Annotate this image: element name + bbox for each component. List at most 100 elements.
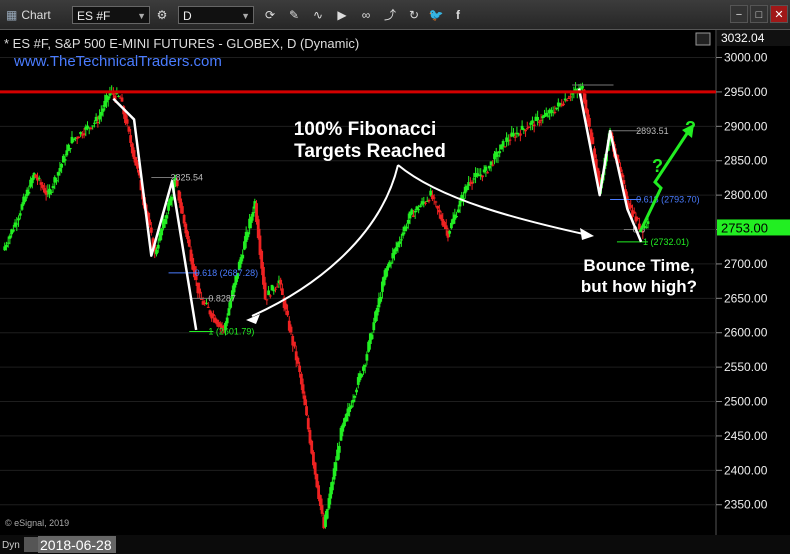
candle-body — [51, 186, 55, 189]
settings-icon[interactable]: ⚙ — [156, 8, 168, 22]
last-price-box — [717, 219, 790, 236]
candle-body — [493, 153, 496, 160]
symbol-input[interactable]: ES #F ▼ — [72, 6, 150, 24]
y-tick-label: 2700.00 — [724, 257, 768, 271]
draw-icon[interactable]: ✎ — [288, 8, 300, 22]
candle-body — [637, 223, 641, 230]
y-tick-label: 2650.00 — [724, 291, 768, 305]
candle-body — [522, 128, 526, 130]
candle-body — [553, 111, 557, 113]
expand-icon[interactable] — [695, 32, 711, 46]
candle-body — [543, 114, 546, 118]
candle-body — [456, 209, 460, 213]
candle-body — [111, 93, 115, 95]
scroll-handle[interactable] — [24, 537, 40, 552]
candle-body — [120, 97, 124, 102]
chevron-down-icon[interactable]: ▼ — [137, 11, 146, 21]
candle-body — [68, 148, 72, 150]
play-icon[interactable]: ▶ — [337, 8, 347, 22]
facebook-icon[interactable]: f — [456, 8, 460, 22]
candle-body — [555, 107, 558, 110]
candle-body — [520, 125, 524, 130]
candle-body — [451, 218, 455, 224]
candle-body — [218, 323, 222, 327]
candle-body — [405, 226, 408, 229]
candle-body — [460, 194, 464, 202]
candle-body — [237, 261, 241, 271]
candle-body — [449, 222, 453, 229]
level-label: 0.8287 — [208, 293, 236, 303]
candle-body — [222, 327, 226, 329]
candle-body — [84, 126, 88, 130]
candle-body — [496, 155, 500, 157]
candle-body — [625, 196, 629, 206]
link-icon[interactable]: ∞ — [361, 8, 371, 22]
candle-body — [462, 198, 465, 200]
fib-arrow-left-head — [246, 314, 260, 324]
y-tick-label: 2950.00 — [724, 85, 768, 99]
zigzags — [112, 88, 643, 331]
candle-body — [48, 188, 51, 195]
candle-body — [431, 195, 434, 200]
candle-body — [379, 297, 383, 302]
graph-icon[interactable]: ∿ — [312, 8, 324, 22]
candle-body — [108, 91, 112, 96]
candle-body — [622, 180, 626, 185]
candle-body — [179, 198, 183, 208]
interval-select[interactable]: D ▼ — [178, 6, 254, 24]
candle-body — [491, 164, 495, 166]
candle-body — [313, 462, 317, 475]
refresh-alt-icon[interactable]: ↻ — [408, 8, 420, 22]
candle-body — [358, 373, 362, 381]
candle-body — [346, 408, 350, 417]
candle-body — [551, 112, 555, 114]
candle-body — [498, 151, 502, 154]
candle-body — [36, 177, 39, 181]
candle-body — [584, 99, 588, 113]
candle-body — [306, 418, 310, 430]
candle-body — [567, 97, 571, 99]
candle-body — [636, 218, 640, 220]
candle-body — [70, 136, 74, 144]
candle-body — [105, 95, 108, 103]
candle-body — [619, 166, 622, 173]
website-label[interactable]: www.TheTechnicalTraders.com — [13, 53, 222, 70]
candle-body — [177, 190, 181, 201]
candle-body — [236, 272, 239, 279]
chevron-down-icon[interactable]: ▼ — [241, 11, 250, 21]
candle-body — [372, 322, 376, 331]
fib-arrow-right-head — [580, 228, 594, 240]
export-icon[interactable]: ⤴ — [383, 8, 396, 22]
candle-body — [541, 116, 545, 119]
candle-body — [353, 395, 357, 398]
candle-body — [501, 141, 505, 147]
candle-body — [203, 302, 207, 304]
candle-body — [255, 203, 258, 222]
y-tick-label: 2400.00 — [724, 463, 768, 477]
candle-body — [424, 202, 427, 204]
refresh-icon[interactable]: ⟳ — [264, 8, 276, 22]
twitter-icon[interactable]: 🐦 — [428, 8, 444, 22]
candle-body — [134, 157, 138, 166]
maximize-button[interactable]: □ — [750, 5, 768, 23]
candle-body — [332, 468, 336, 480]
dyn-label[interactable]: Dyn — [2, 540, 20, 551]
candle-body — [294, 351, 298, 361]
bounce-annotation-line-1: Bounce Time, — [583, 256, 694, 275]
candle-body — [130, 143, 134, 154]
candle-body — [458, 200, 462, 207]
close-button[interactable]: ✕ — [770, 5, 788, 23]
minimize-button[interactable]: − — [730, 5, 748, 23]
annotations: 100% Fibonacci Targets Reached Bounce Ti… — [246, 118, 697, 324]
candle-body — [365, 354, 369, 361]
candle-body — [468, 182, 472, 184]
candle-body — [280, 288, 284, 296]
candle-body — [363, 365, 367, 367]
candle-body — [87, 127, 91, 129]
price-chart[interactable]: 2825.54 0.618 (2687.28) 0.8287 1 (2601.79) 2… — [0, 30, 790, 554]
candle-body — [187, 239, 191, 247]
chart-title: * ES #F, S&P 500 E-MINI FUTURES - GLOBEX… — [4, 36, 359, 51]
candle-body — [337, 445, 341, 453]
candle-body — [55, 180, 58, 182]
candle-body — [232, 283, 236, 293]
